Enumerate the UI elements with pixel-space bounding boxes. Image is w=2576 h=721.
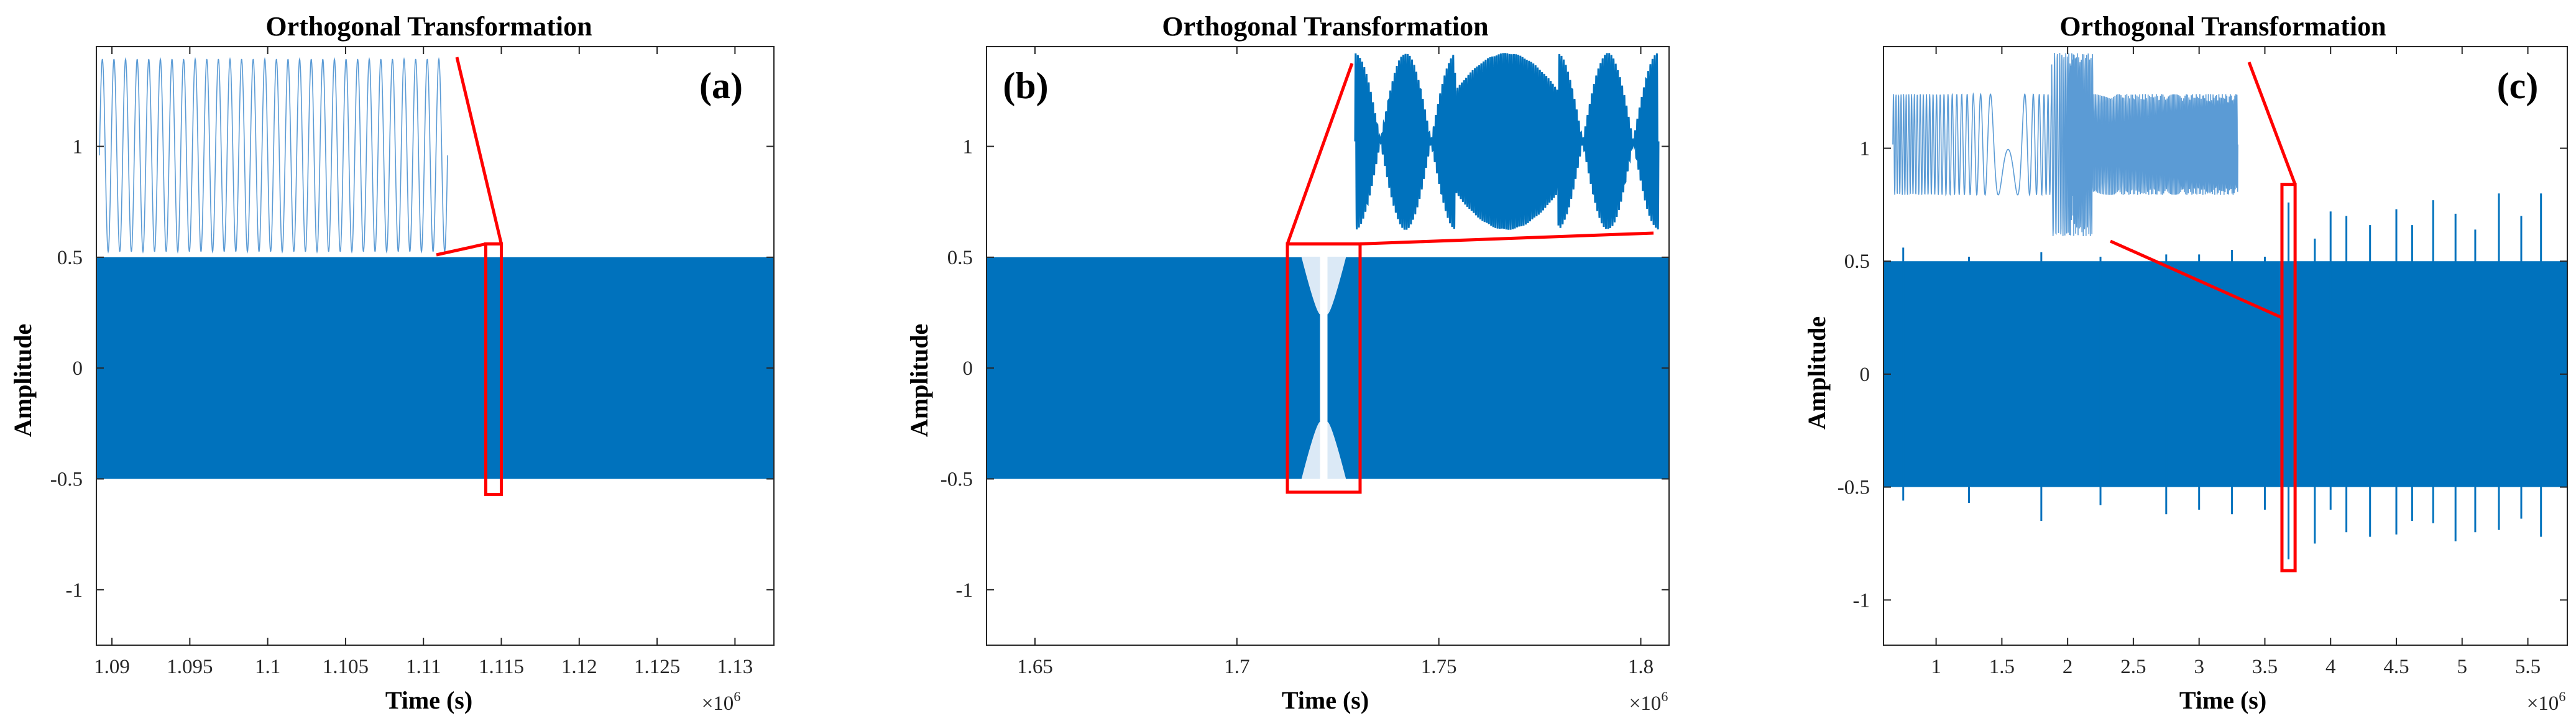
x-axis-label: Time (s) [2179,686,2266,714]
y-tick-label: 0.5 [57,247,83,269]
zoom-box [484,242,503,496]
x-tick-label: 1.11 [406,656,441,678]
zoom-connector [2109,239,2283,319]
axes-box [96,46,775,646]
x-tick-label: 1.105 [323,656,369,678]
x-tick-label: 1.095 [167,656,213,678]
chart-title: Orthogonal Transformation [265,11,592,42]
x-tick-label: 1.5 [1989,656,2015,678]
x-tick-label: 1.75 [1421,656,1457,678]
x-tick-label: 5.5 [2515,656,2541,678]
zoom-connector [436,242,486,257]
zoom-box [2280,183,2297,572]
y-tick-label: 0.5 [947,247,973,269]
zoom-connector [1286,63,1354,245]
x-tick-label: 2.5 [2120,656,2146,678]
inset-waveform [1892,52,2238,237]
panel-b: Orthogonal Transformation (b) Time (s) A… [905,11,1670,715]
x-exponent: ×106 [1629,689,1668,715]
x-tick-label: 1.1 [255,656,280,678]
x-exponent: ×106 [702,689,741,715]
y-axis-label: Amplitude [1803,316,1831,429]
x-axis-label: Time (s) [385,686,472,714]
y-tick-label: -1 [66,579,83,602]
y-tick-label: 1 [963,136,973,158]
panel-label: (b) [1003,65,1048,106]
x-tick-label: 1.13 [717,656,753,678]
axes-box [1883,46,2568,646]
y-tick-label: 0 [73,357,83,380]
x-tick-label: 1.125 [634,656,680,678]
y-tick-label: 1 [1860,138,1870,160]
chart-title: Orthogonal Transformation [2059,11,2386,42]
y-tick-label: 0 [963,357,973,380]
axes-box [986,46,1670,646]
y-tick-label: 1 [73,136,83,158]
y-tick-label: -1 [956,579,973,602]
x-tick-label: 5 [2457,656,2468,678]
x-tick-label: 1 [1931,656,1941,678]
y-axis-label: Amplitude [9,324,37,437]
chart-title: Orthogonal Transformation [1162,11,1488,42]
x-tick-label: 2 [2063,656,2073,678]
y-tick-label: -1 [1853,589,1870,612]
x-tick-label: 1.12 [561,656,597,678]
x-axis-label: Time (s) [1282,686,1369,714]
panel-c: Orthogonal Transformation (c) Time (s) A… [1803,11,2568,715]
panel-a: Orthogonal Transformation (a) Time (s) A… [9,11,775,715]
x-tick-label: 1.7 [1224,656,1249,678]
zoom-connector [1359,231,1654,246]
zoom-connector [455,57,503,245]
inset-waveform [99,57,448,254]
y-tick-label: -0.5 [1838,477,1870,499]
x-tick-label: 1.8 [1628,656,1654,678]
y-tick-label: 0.5 [1844,250,1870,273]
y-tick-label: -0.5 [941,469,973,491]
x-tick-label: 4 [2325,656,2336,678]
x-tick-label: 4.5 [2383,656,2409,678]
panel-label: (c) [2497,65,2539,106]
x-exponent: ×106 [2527,689,2566,715]
y-axis-label: Amplitude [905,324,933,437]
x-tick-label: 3.5 [2252,656,2278,678]
x-tick-label: 1.09 [94,656,130,678]
zoom-box [1286,242,1362,494]
x-tick-label: 1.115 [479,656,524,678]
panel-label: (a) [699,65,743,106]
y-tick-label: 0 [1860,364,1870,386]
signal-band [1884,261,2567,487]
x-tick-label: 1.65 [1017,656,1053,678]
y-tick-label: -0.5 [50,469,83,491]
inset-waveform [1354,53,1660,230]
signal-band [96,257,774,479]
zoom-connector [2247,62,2297,185]
x-tick-label: 3 [2194,656,2204,678]
signal-notch-gap [1320,244,1328,493]
